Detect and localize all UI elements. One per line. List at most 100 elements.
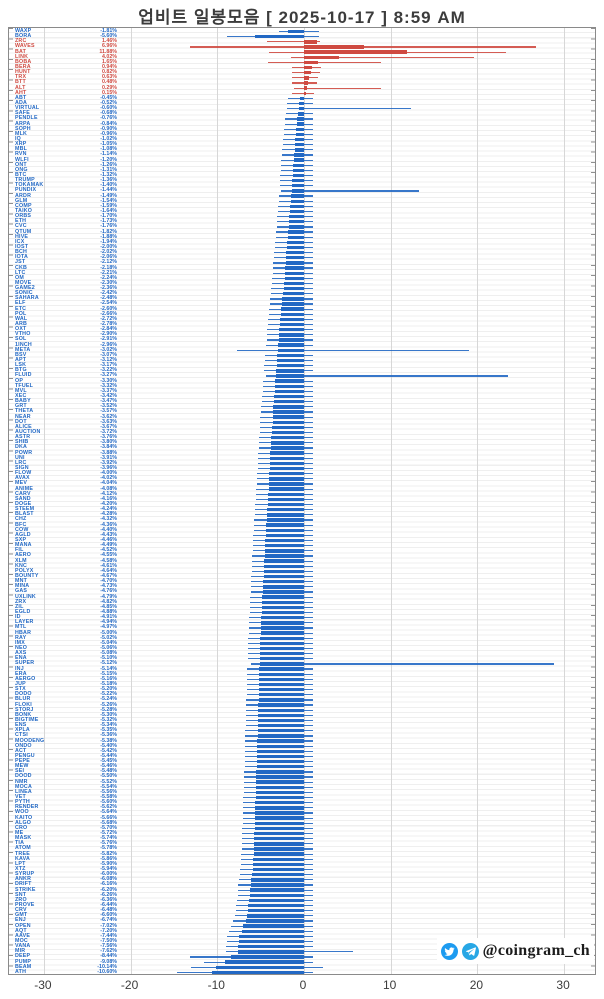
chart-row: GLM -1.54% — [9, 198, 595, 204]
value-bar — [257, 739, 304, 743]
row-ticker-label: MOC — [15, 938, 28, 944]
row-pct-label: -1.20% — [100, 156, 117, 163]
value-bar — [274, 389, 304, 394]
page-title: 업비트 일봉모음 [ 2025-10-17 ] 8:59 AM — [138, 8, 466, 27]
row-ticker-label: DKA — [15, 444, 28, 451]
row-pct-label: -3.92% — [100, 459, 117, 466]
row-pct-label: -3.63% — [100, 418, 117, 425]
row-pct-label: 0.15% — [101, 89, 117, 96]
chart-row: TIA -5.76% — [9, 841, 595, 846]
chart-row: ARB -2.78% — [9, 321, 595, 328]
row-ticker-label: ANKR — [15, 876, 32, 883]
row-pct-label: -4.97% — [100, 624, 117, 631]
chart-row: NEO -5.06% — [9, 645, 595, 651]
value-bar — [272, 415, 304, 419]
row-pct-label: -7.02% — [100, 922, 117, 929]
chart-row: UNI -3.91% — [9, 455, 595, 461]
chart-row: BABY -3.47% — [9, 399, 595, 404]
chart-row: FLOW -4.00% — [9, 470, 595, 477]
row-pct-label: -2.42% — [100, 290, 117, 297]
chart-row: VIRTUAL -0.60% — [9, 105, 595, 111]
row-pct-label: -4.82% — [100, 598, 117, 605]
value-bar — [239, 934, 304, 939]
row-ticker-label: VTHO — [15, 331, 31, 338]
row-ticker-label: ATOM — [15, 845, 31, 852]
row-pct-label: -5.30% — [100, 711, 117, 718]
value-bar — [295, 137, 304, 142]
chart-row: BTG -3.22% — [9, 368, 595, 373]
row-ticker-label: SIGN — [15, 465, 29, 471]
value-bar — [264, 549, 304, 553]
row-pct-label: -6.26% — [100, 891, 117, 898]
chart-row: JUP -5.18% — [9, 680, 595, 687]
row-ticker-label: EGLD — [15, 608, 31, 615]
chart-row: IQ -1.02% — [9, 136, 595, 142]
value-bar — [283, 292, 304, 296]
row-pct-label: -5.38% — [100, 737, 117, 744]
value-bar — [268, 482, 304, 486]
value-bar — [255, 795, 304, 800]
row-pct-label: -7.62% — [100, 948, 117, 955]
chart-row: LAYER -4.94% — [9, 620, 595, 625]
row-ticker-label: HUNT — [15, 69, 31, 76]
chart-row: THETA -3.57% — [9, 409, 595, 414]
row-ticker-label: ENA — [15, 655, 27, 662]
row-pct-label: -2.18% — [100, 264, 117, 271]
row-pct-label: -2.06% — [100, 254, 117, 261]
row-ticker-label: JUP — [15, 680, 26, 687]
row-ticker-label: ID — [15, 614, 21, 621]
chart-row: XRP -1.05% — [9, 141, 595, 147]
value-bar — [266, 513, 304, 517]
chart-row: VTHO -2.90% — [9, 332, 595, 337]
row-ticker-label: SYRUP — [15, 871, 35, 878]
row-ticker-label: ARB — [15, 321, 28, 328]
value-bar — [269, 477, 304, 481]
y-axis-ticks-right — [591, 28, 595, 974]
value-bar — [285, 261, 304, 265]
chart-row: TAIKO -1.64% — [9, 208, 595, 214]
row-ticker-label: QTUM — [15, 228, 32, 235]
value-bar — [259, 657, 304, 661]
row-ticker-label: OM — [15, 274, 24, 281]
chart-row: SOL -2.91% — [9, 337, 595, 342]
row-pct-label: -4.16% — [100, 495, 117, 502]
chart-row: WAXP -1.81% — [9, 28, 595, 34]
value-bar — [294, 148, 304, 152]
value-bar — [252, 867, 304, 872]
chart-row: STX -5.20% — [9, 686, 595, 692]
row-pct-label: -2.91% — [100, 336, 117, 343]
value-bar — [248, 898, 304, 903]
range-wick — [290, 56, 474, 58]
row-pct-label: -4.02% — [100, 475, 117, 482]
row-ticker-label: FLOW — [15, 470, 32, 477]
value-bar — [275, 379, 304, 383]
value-bar — [251, 873, 304, 877]
range-wick — [268, 61, 382, 63]
value-bar — [269, 472, 304, 476]
chart-row: ALT 0.29% — [9, 85, 595, 91]
chart-row: ARDR -1.49% — [9, 193, 595, 199]
row-pct-label: -3.52% — [100, 403, 117, 410]
row-pct-label: -5.56% — [100, 788, 117, 795]
chart-row: BLAST -4.28% — [9, 512, 595, 517]
row-ticker-label: ADA — [15, 99, 28, 106]
row-pct-label: -5.76% — [100, 840, 117, 847]
row-pct-label: -3.12% — [100, 357, 117, 364]
value-bar — [273, 405, 304, 409]
value-bar — [284, 276, 304, 281]
row-pct-label: -5.62% — [100, 804, 117, 811]
row-pct-label: -2.78% — [100, 321, 117, 328]
chart-row: BCH -2.02% — [9, 249, 595, 255]
row-ticker-label: POWR — [15, 449, 33, 456]
chart-row: ATOM -5.78% — [9, 846, 595, 851]
chart-row: COMP -1.59% — [9, 203, 595, 209]
chart-row: WAL -2.72% — [9, 316, 595, 322]
row-pct-label: 1.65% — [101, 58, 117, 65]
row-ticker-label: PUNDIX — [15, 187, 37, 194]
row-ticker-label: MIR — [15, 948, 26, 955]
row-pct-label: -2.90% — [100, 331, 117, 338]
row-pct-label: -2.54% — [100, 300, 117, 307]
row-pct-label: -4.36% — [100, 521, 117, 528]
row-ticker-label: PENGU — [15, 752, 35, 759]
value-bar — [268, 487, 304, 491]
